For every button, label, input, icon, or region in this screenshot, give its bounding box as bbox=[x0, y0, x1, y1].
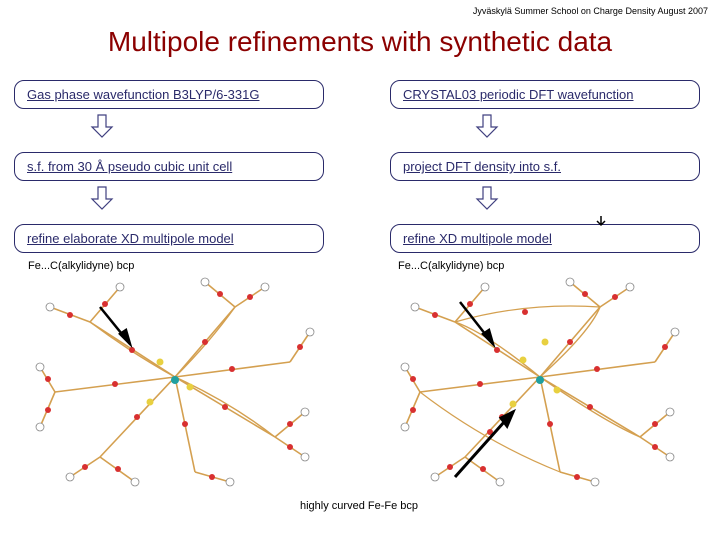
caption-left: Fe...C(alkylidyne) bcp bbox=[28, 260, 134, 272]
molecule-right bbox=[395, 272, 685, 487]
box-refine-xd: refine XD multipole model bbox=[390, 224, 700, 253]
down-arrow-icon bbox=[475, 113, 499, 139]
down-arrow-icon bbox=[90, 113, 114, 139]
down-arrow-icon bbox=[475, 185, 499, 211]
box-gas-phase: Gas phase wavefunction B3LYP/6-331G bbox=[14, 80, 324, 109]
box-project-dft: project DFT density into s.f. bbox=[390, 152, 700, 181]
molecule-left bbox=[30, 272, 320, 487]
small-down-arrow-icon bbox=[594, 214, 608, 228]
slide-header: Jyväskylä Summer School on Charge Densit… bbox=[473, 6, 708, 16]
caption-right: Fe...C(alkylidyne) bcp bbox=[398, 260, 504, 272]
box-refine-elaborate: refine elaborate XD multipole model bbox=[14, 224, 324, 253]
down-arrow-icon bbox=[90, 185, 114, 211]
box-sf-pseudo-cell: s.f. from 30 Å pseudo cubic unit cell bbox=[14, 152, 324, 181]
caption-bottom: highly curved Fe-Fe bcp bbox=[300, 500, 418, 512]
box-crystal03: CRYSTAL03 periodic DFT wavefunction bbox=[390, 80, 700, 109]
slide-title: Multipole refinements with synthetic dat… bbox=[0, 26, 720, 58]
